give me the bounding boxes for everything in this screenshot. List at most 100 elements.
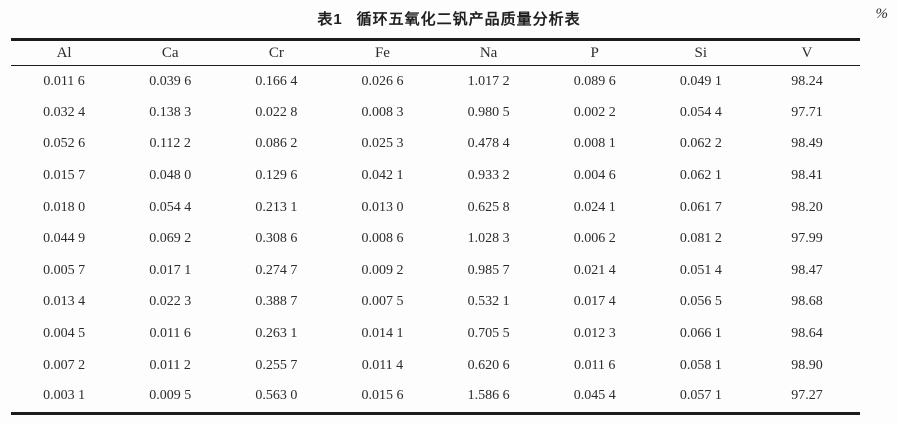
table-row: 0.018 0 0.054 4 0.213 1 0.013 0 0.625 8 0.024… [11, 192, 860, 224]
table-cell: 0.005 7 [43, 262, 86, 278]
table-row: 0.032 4 0.138 3 0.022 8 0.008 3 0.980 5 0.002… [11, 97, 860, 129]
column-header-p: P [541, 39, 648, 66]
table-cell: 0.089 6 [573, 73, 616, 89]
table-cell: 0.058 1 [679, 357, 722, 373]
table-cell: 97.71 [791, 104, 823, 120]
table-cell: 98.64 [791, 326, 823, 342]
table-cell: 98.41 [791, 168, 823, 184]
table-cell: 0.062 2 [679, 136, 722, 152]
table-cell: 98.47 [791, 262, 823, 278]
table-cell: 0.013 4 [43, 294, 86, 310]
table-cell: 0.042 1 [361, 168, 404, 184]
column-header-ca: Ca [117, 39, 224, 66]
table-cell: 0.032 4 [43, 104, 86, 120]
table-cell: 98.68 [791, 294, 823, 310]
table-cell: 0.022 8 [255, 104, 298, 120]
table-cell: 0.015 7 [43, 168, 86, 184]
table-cell: 98.24 [791, 73, 823, 89]
table-cell: 0.625 8 [467, 199, 510, 215]
table-cell: 98.49 [791, 136, 823, 152]
table-cell: 0.011 2 [149, 357, 191, 373]
table-cell: 0.129 6 [255, 168, 298, 184]
table-cell: 1.028 3 [467, 231, 510, 247]
table-cell: 0.057 1 [679, 388, 722, 404]
table-cell: 0.049 1 [679, 73, 722, 89]
table-cell: 0.007 2 [43, 357, 86, 373]
table-cell: 0.004 5 [43, 326, 86, 342]
table-cell: 0.013 0 [361, 199, 404, 215]
table-cell: 0.012 3 [573, 326, 616, 342]
column-header-v: V [753, 39, 860, 66]
table-cell: 0.048 0 [149, 168, 192, 184]
table-cell: 0.263 1 [255, 326, 298, 342]
table-cell: 0.166 4 [255, 73, 298, 89]
table-cell: 0.054 4 [679, 104, 722, 120]
table-cell: 0.213 1 [255, 199, 298, 215]
table-cell: 0.018 0 [43, 199, 86, 215]
table-row: 0.004 5 0.011 6 0.263 1 0.014 1 0.705 5 0.012… [11, 318, 860, 350]
column-header-na: Na [435, 39, 542, 66]
table-cell: 0.086 2 [255, 136, 298, 152]
table-cell: 0.062 1 [679, 168, 722, 184]
table-cell: 0.563 0 [255, 388, 298, 404]
table-cell: 0.008 3 [361, 104, 404, 120]
table-title: 表1 循环五氧化二钒产品质量分析表 [0, 8, 898, 29]
table-cell: 0.011 4 [361, 357, 404, 373]
table-cell: 1.586 6 [467, 388, 510, 404]
table-cell: 0.980 5 [467, 104, 510, 120]
table-cell: 0.054 4 [149, 199, 192, 215]
table-cell: 0.011 6 [573, 357, 616, 373]
table-body: 0.011 6 0.039 6 0.166 4 0.026 6 1.017 2 0.089… [11, 66, 860, 414]
table-row: 0.013 4 0.022 3 0.388 7 0.007 5 0.532 1 0.017… [11, 287, 860, 319]
table-cell: 0.026 6 [361, 73, 404, 89]
table-cell: 0.006 2 [573, 231, 616, 247]
table-cell: 0.015 6 [361, 388, 404, 404]
table-row: 0.044 9 0.069 2 0.308 6 0.008 6 1.028 3 0.006… [11, 223, 860, 255]
table-row: 0.052 6 0.112 2 0.086 2 0.025 3 0.478 4 0.008… [11, 129, 860, 161]
table-cell: 98.20 [791, 199, 823, 215]
table-cell: 0.003 1 [43, 388, 86, 404]
table-cell: 0.039 6 [149, 73, 192, 89]
table-cell: 0.066 1 [679, 326, 722, 342]
table-cell: 0.008 6 [361, 231, 404, 247]
table-cell: 0.011 6 [43, 73, 85, 89]
table-cell: 0.388 7 [255, 294, 298, 310]
table-cell: 98.90 [791, 357, 823, 373]
table-cell: 0.017 1 [149, 262, 192, 278]
column-header-cr: Cr [223, 39, 330, 66]
table-cell: 0.011 6 [149, 326, 191, 342]
table-cell: 0.007 5 [361, 294, 404, 310]
table-row: 0.005 7 0.017 1 0.274 7 0.009 2 0.985 7 0.021… [11, 255, 860, 287]
table-cell: 0.004 6 [573, 168, 616, 184]
table-cell: 0.620 6 [467, 357, 510, 373]
table-cell: 0.933 2 [467, 168, 510, 184]
table-cell: 0.002 2 [573, 104, 616, 120]
table-cell: 0.021 4 [573, 262, 616, 278]
table-cell: 0.255 7 [255, 357, 298, 373]
table-row: 0.011 6 0.039 6 0.166 4 0.026 6 1.017 2 0.089… [11, 66, 860, 98]
table-cell: 0.478 4 [467, 136, 510, 152]
table-cell: 0.138 3 [149, 104, 192, 120]
table-cell: 0.705 5 [467, 326, 510, 342]
table-cell: 0.024 1 [573, 199, 616, 215]
table-head: Al Ca Cr Fe Na P Si V [11, 39, 860, 66]
column-header-si: Si [647, 39, 754, 66]
table-cell: 0.044 9 [43, 231, 86, 247]
table-cell: 97.27 [791, 388, 823, 404]
unit-percent-label: % [875, 6, 889, 22]
table-cell: 0.017 4 [573, 294, 616, 310]
table-cell: 0.014 1 [361, 326, 404, 342]
table-cell: 0.045 4 [573, 388, 616, 404]
quality-analysis-table: Al Ca Cr Fe Na P Si V 0.011 6 0.039 6 0.166 4 0.02… [11, 38, 860, 415]
table-row: 0.007 2 0.011 2 0.255 7 0.011 4 0.620 6 0.011… [11, 350, 860, 382]
table-cell: 0.022 3 [149, 294, 192, 310]
table-cell: 0.061 7 [679, 199, 722, 215]
table-cell: 0.532 1 [467, 294, 510, 310]
table-cell: 0.052 6 [43, 136, 86, 152]
table-cell: 1.017 2 [467, 73, 510, 89]
table-header-row: Al Ca Cr Fe Na P Si V [11, 39, 860, 66]
table-number-label: 表1 [317, 11, 343, 28]
table-cell: 0.081 2 [679, 231, 722, 247]
table-cell: 0.274 7 [255, 262, 298, 278]
